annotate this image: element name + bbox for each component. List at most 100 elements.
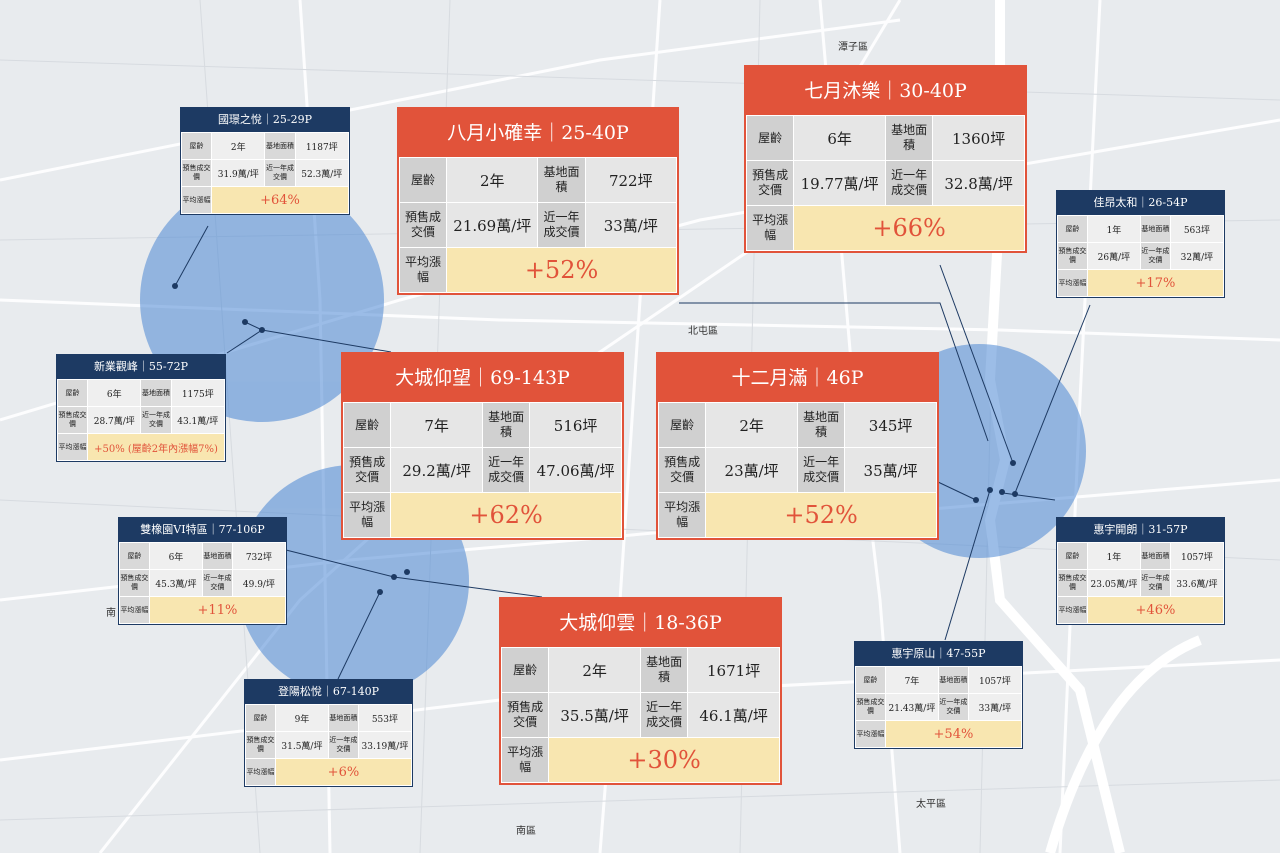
value: 6年 xyxy=(793,115,886,161)
card-title: 登陽松悅｜67-140P xyxy=(245,680,412,704)
label: 近一年成交價 xyxy=(537,202,586,248)
value: 32.8萬/坪 xyxy=(932,160,1025,206)
label: 屋齡 xyxy=(1057,215,1088,243)
label: 基地面積 xyxy=(884,115,934,161)
label: 基地面積 xyxy=(639,647,689,693)
value: 23萬/坪 xyxy=(705,447,798,493)
project-card-shieryue: 十二月滿｜46P 屋齡 2年 基地面積 345坪 預售成交價 23萬/坪 近一年成交價 35… xyxy=(656,352,939,540)
value: 7年 xyxy=(390,402,483,448)
value: 1187坪 xyxy=(294,132,350,160)
map-marker xyxy=(259,327,265,333)
label: 屋齡 xyxy=(855,666,886,694)
card-title: 佳昂太和｜26-54P xyxy=(1057,191,1224,215)
label: 近一年成交價 xyxy=(937,693,969,721)
map-marker xyxy=(1010,460,1016,466)
project-card-shuangxiang: 雙橡園VI特區｜77-106P 屋齡 6年 基地面積 732坪 預售成交價 45.3萬/… xyxy=(118,517,287,625)
label: 基地面積 xyxy=(264,132,296,160)
project-card-qiyue: 七月沐樂｜30-40P 屋齡 6年 基地面積 1360坪 預售成交價 19.77萬/坪近… xyxy=(744,65,1027,253)
label: 近一年成交價 xyxy=(796,447,846,493)
label: 基地面積 xyxy=(327,704,359,732)
value: 35.5萬/坪 xyxy=(548,692,641,738)
label: 屋齡 xyxy=(500,647,550,693)
project-card-dengyang: 登陽松悅｜67-140P 屋齡 9年 基地面積 553坪 預售成交價 31.5萬/坪 近一… xyxy=(244,679,413,787)
label: 屋齡 xyxy=(745,115,795,161)
card-title: 惠宇原山｜47-55P xyxy=(855,642,1022,666)
gain-value: +11% xyxy=(148,596,287,624)
value: 33萬/坪 xyxy=(967,693,1023,721)
value: 49.9/坪 xyxy=(231,569,287,597)
gain-value: +52% xyxy=(705,492,937,538)
label: 預售成交價 xyxy=(500,692,550,738)
card-title: 惠宇開朗｜31-57P xyxy=(1057,518,1224,542)
gain-value: +17% xyxy=(1086,269,1225,297)
label: 預售成交價 xyxy=(1057,242,1088,270)
label: 近一年成交價 xyxy=(481,447,531,493)
value: 26萬/坪 xyxy=(1086,242,1141,270)
label: 近一年成交價 xyxy=(639,692,689,738)
label: 基地面積 xyxy=(201,542,233,570)
label: 基地面積 xyxy=(937,666,969,694)
label: 近一年成交價 xyxy=(201,569,233,597)
label: 近一年成交價 xyxy=(884,160,934,206)
label: 屋齡 xyxy=(657,402,707,448)
gain-value: +64% xyxy=(211,186,349,214)
value: 47.06萬/坪 xyxy=(529,447,622,493)
label: 基地面積 xyxy=(1139,542,1171,570)
label: 平均漲幅 xyxy=(398,247,448,293)
label: 近一年成交價 xyxy=(327,731,359,759)
gain-value: +46% xyxy=(1086,596,1225,624)
value: 563坪 xyxy=(1169,215,1225,243)
value: 6年 xyxy=(148,542,203,570)
label: 預售成交價 xyxy=(56,406,89,434)
label: 基地面積 xyxy=(481,402,531,448)
district-label: 潭子區 xyxy=(838,42,868,53)
map-marker xyxy=(404,569,410,575)
label: 預售成交價 xyxy=(745,160,795,206)
value: 553坪 xyxy=(357,704,413,732)
label: 屋齡 xyxy=(342,402,392,448)
value: 33.19萬/坪 xyxy=(357,731,413,759)
card-title: 七月沐樂｜30-40P xyxy=(746,67,1025,115)
label: 近一年成交價 xyxy=(1139,569,1171,597)
value: 2年 xyxy=(211,132,266,160)
value: 45.3萬/坪 xyxy=(148,569,203,597)
label: 預售成交價 xyxy=(119,569,150,597)
label: 屋齡 xyxy=(119,542,150,570)
value: 46.1萬/坪 xyxy=(687,692,780,738)
label: 平均漲幅 xyxy=(500,737,550,783)
value: 6年 xyxy=(87,379,142,407)
label: 預售成交價 xyxy=(855,693,886,721)
value: 33萬/坪 xyxy=(584,202,678,248)
label: 預售成交價 xyxy=(1057,569,1088,597)
value: 1年 xyxy=(1086,215,1141,243)
project-card-guohuan: 國璟之悅｜25-29P 屋齡 2年 基地面積 1187坪 預售成交價 31.9萬/坪 近一… xyxy=(180,107,350,215)
label: 屋齡 xyxy=(56,379,89,407)
value: 21.43萬/坪 xyxy=(884,693,939,721)
label: 基地面積 xyxy=(796,402,846,448)
card-title: 新業觀峰｜55-72P xyxy=(57,355,225,379)
district-label: 南區 xyxy=(516,826,536,837)
project-card-bayue: 八月小確幸｜25-40P 屋齡 2年 基地面積 722坪 預售成交價 21.69萬/坪近… xyxy=(397,107,679,295)
value: 9年 xyxy=(274,704,329,732)
map-marker xyxy=(377,589,383,595)
map-marker xyxy=(1012,491,1018,497)
label: 屋齡 xyxy=(398,157,448,203)
value: 35萬/坪 xyxy=(844,447,937,493)
value: 23.05萬/坪 xyxy=(1086,569,1141,597)
district-label: 南 xyxy=(106,608,116,619)
gain-value: +66% xyxy=(793,205,1025,251)
value: 2年 xyxy=(548,647,641,693)
label: 預售成交價 xyxy=(657,447,707,493)
label: 基地面積 xyxy=(1139,215,1171,243)
value: 28.7萬/坪 xyxy=(87,406,142,434)
label: 屋齡 xyxy=(245,704,276,732)
value: 1175坪 xyxy=(170,379,226,407)
project-card-dacheng-yangwang: 大城仰望｜69-143P 屋齡 7年 基地面積 516坪 預售成交價 29.2萬/坪 近一… xyxy=(341,352,624,540)
value: 1年 xyxy=(1086,542,1141,570)
label: 平均漲幅 xyxy=(1057,269,1088,297)
map-marker xyxy=(391,574,397,580)
value: 33.6萬/坪 xyxy=(1169,569,1225,597)
value: 19.77萬/坪 xyxy=(793,160,886,206)
label: 預售成交價 xyxy=(398,202,448,248)
value: 32萬/坪 xyxy=(1169,242,1225,270)
